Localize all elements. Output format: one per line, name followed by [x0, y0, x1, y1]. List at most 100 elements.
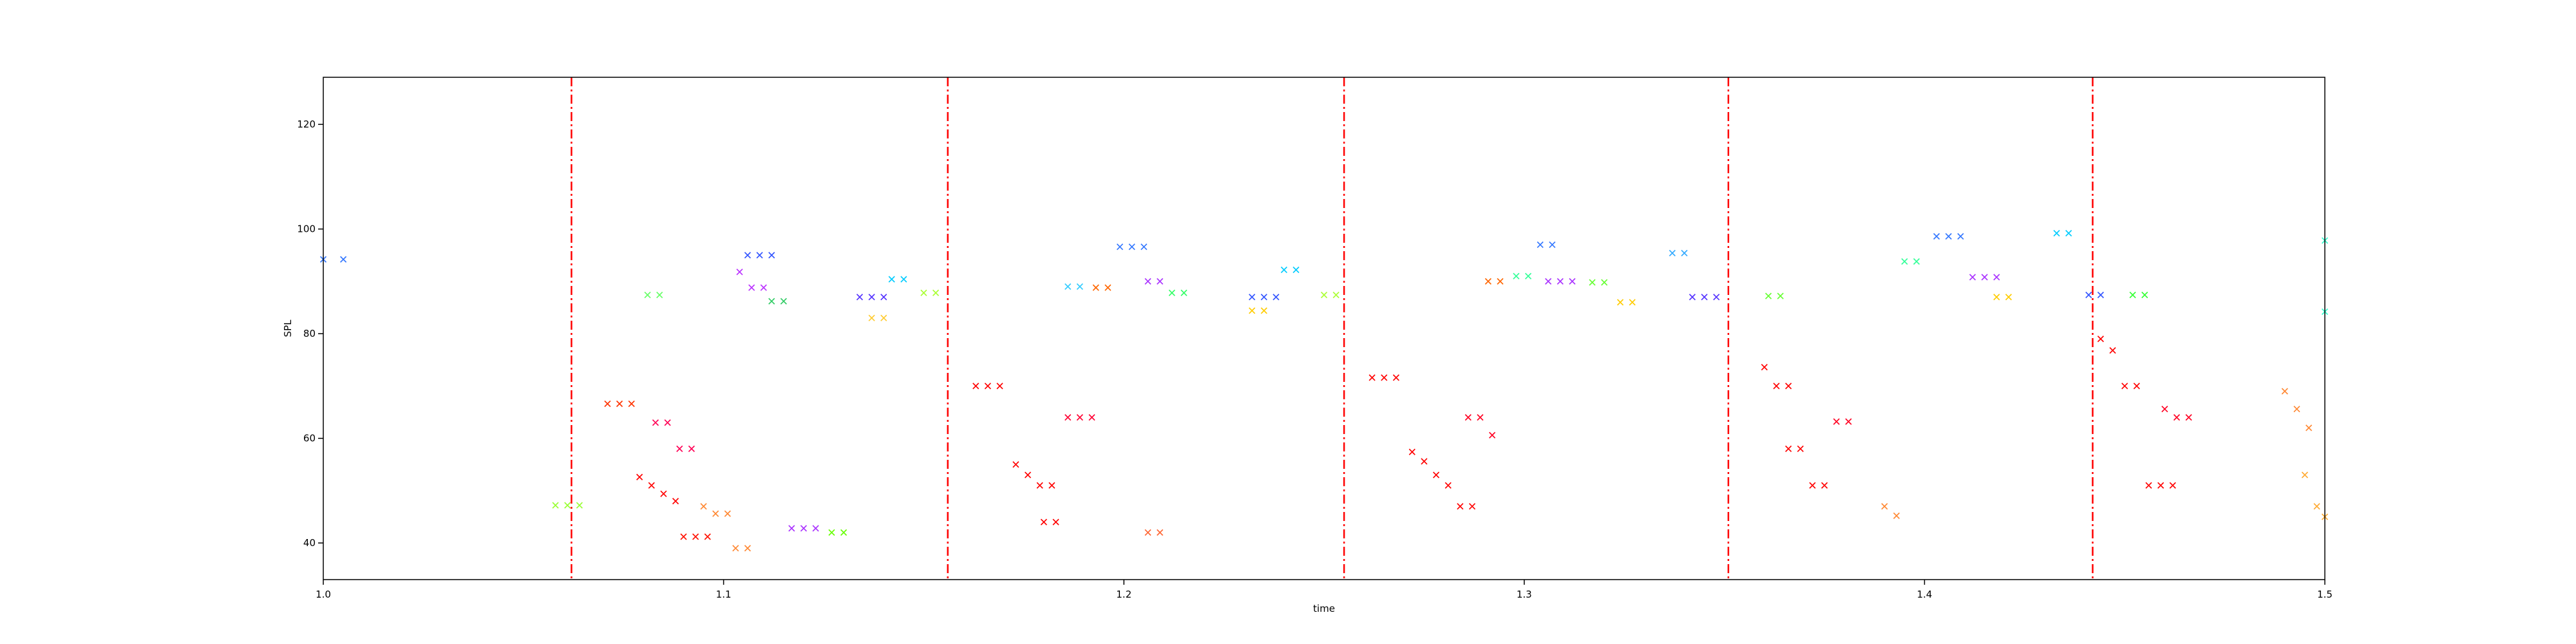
- note-series: [736, 269, 767, 291]
- data-point: [680, 533, 687, 540]
- data-point: [688, 445, 695, 452]
- data-point: [1713, 294, 1720, 301]
- data-point: [2085, 291, 2092, 299]
- data-point: [1629, 299, 1636, 306]
- note-series: [2145, 482, 2176, 489]
- data-point: [2133, 383, 2140, 390]
- note-series: [1012, 461, 1056, 489]
- note-series: [732, 545, 751, 552]
- data-point: [704, 533, 711, 540]
- data-point: [1040, 518, 1047, 526]
- data-point: [1981, 274, 1988, 281]
- data-point: [1901, 258, 1908, 265]
- data-point: [2053, 230, 2060, 237]
- data-point: [744, 252, 751, 259]
- data-point: [648, 482, 655, 489]
- x-tick-label: 1.2: [1116, 589, 1132, 600]
- note-series: [1969, 274, 2000, 281]
- data-point: [552, 502, 559, 509]
- note-series: [1589, 279, 1608, 286]
- data-point: [1601, 279, 1608, 286]
- data-point: [1557, 278, 1564, 285]
- data-point: [2141, 291, 2148, 299]
- data-point: [2097, 336, 2104, 343]
- note-series: [1249, 307, 1267, 314]
- data-point: [1273, 294, 1280, 301]
- data-point: [1497, 278, 1504, 285]
- data-point: [1773, 383, 1780, 390]
- note-series: [1065, 414, 1095, 421]
- data-point: [736, 269, 743, 276]
- data-point: [1076, 283, 1083, 290]
- plot-area: [323, 77, 2325, 580]
- y-axis: 40 60 80 100 120: [297, 118, 323, 549]
- data-point: [1913, 258, 1920, 265]
- data-point: [1513, 272, 1520, 279]
- data-point: [828, 529, 835, 536]
- data-point: [1444, 482, 1452, 489]
- data-point: [1797, 445, 1804, 452]
- data-point: [636, 473, 643, 480]
- data-point: [664, 419, 671, 426]
- note-series: [2281, 388, 2313, 431]
- data-point: [744, 545, 751, 552]
- data-point: [1761, 364, 1768, 371]
- note-series: [828, 529, 848, 536]
- data-point: [1945, 232, 1952, 240]
- data-point: [1065, 414, 1072, 421]
- data-point: [868, 294, 875, 301]
- data-point: [1484, 278, 1492, 285]
- plot-frame: [323, 77, 2325, 580]
- data-point: [1092, 284, 1099, 291]
- data-point: [660, 490, 667, 497]
- data-point: [1785, 445, 1792, 452]
- x-tick-label: 1.3: [1517, 589, 1532, 600]
- data-point: [2169, 482, 2176, 489]
- data-point: [2121, 383, 2128, 390]
- data-point: [1157, 529, 1164, 536]
- data-point: [1464, 414, 1472, 421]
- data-point: [1280, 266, 1287, 274]
- note-series: [680, 533, 711, 540]
- data-point: [628, 400, 635, 408]
- data-point: [1104, 284, 1112, 291]
- note-series: [2097, 336, 2140, 390]
- note-series: [888, 276, 907, 283]
- data-point: [1320, 291, 1328, 299]
- note-series: [636, 473, 679, 505]
- data-point: [700, 503, 707, 510]
- data-point: [1765, 292, 1772, 299]
- data-point: [1785, 383, 1792, 390]
- data-point: [888, 276, 895, 283]
- note-series: [1785, 445, 1828, 489]
- note-series: [856, 294, 887, 301]
- note-series: [1464, 414, 1496, 439]
- note-series: [1092, 284, 1112, 291]
- note-series: [2161, 406, 2192, 421]
- data-point: [1381, 374, 1388, 381]
- data-point: [1689, 294, 1696, 301]
- data-point: [1616, 299, 1624, 306]
- data-point: [1368, 374, 1376, 381]
- data-point: [1537, 241, 1544, 249]
- data-point: [1993, 294, 2000, 301]
- data-point: [2129, 291, 2136, 299]
- x-tick-label: 1.4: [1917, 589, 1932, 600]
- note-series: [1065, 283, 1083, 290]
- note-series: [1116, 243, 1148, 251]
- x-axis-label: time: [1313, 603, 1335, 614]
- data-point: [2301, 471, 2308, 478]
- note-series: [1901, 258, 1920, 265]
- data-points: [319, 230, 2329, 552]
- data-point: [1144, 278, 1151, 285]
- note-series: [1537, 241, 1556, 249]
- note-series: [1040, 518, 1059, 526]
- data-point: [1141, 243, 1148, 251]
- note-series: [972, 383, 1003, 390]
- data-point: [2306, 424, 2313, 431]
- note-series: [1616, 299, 1636, 306]
- data-point: [1249, 294, 1256, 301]
- data-point: [1957, 232, 1964, 240]
- data-point: [920, 289, 927, 296]
